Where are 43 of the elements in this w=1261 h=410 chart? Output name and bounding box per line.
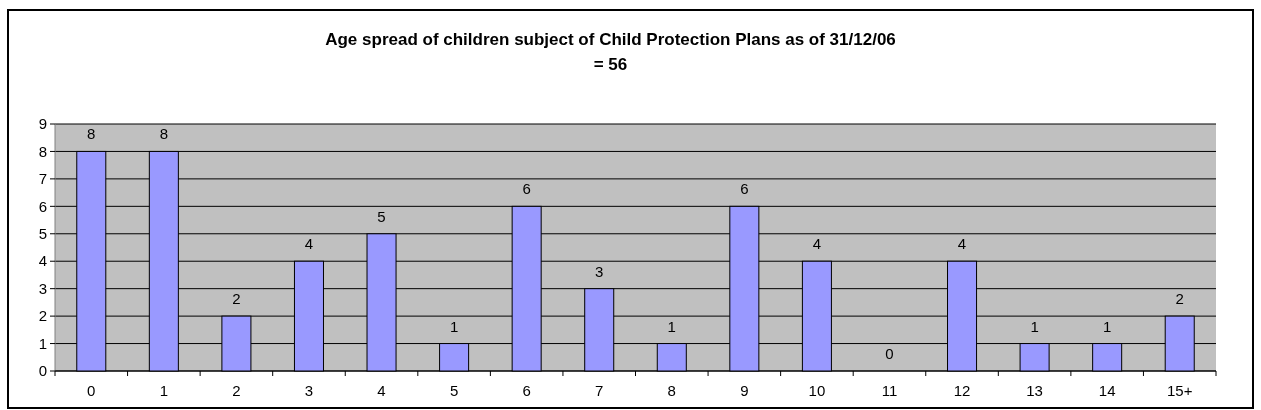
y-tick-label: 6: [38, 197, 47, 215]
x-tick-label: 1: [159, 382, 169, 399]
data-label: 4: [957, 235, 967, 253]
x-tick-label: 13: [1026, 382, 1043, 399]
x-tick-label: 5: [449, 382, 459, 399]
y-tick-label: 9: [38, 115, 47, 133]
y-tick-label: 8: [38, 142, 47, 160]
data-label: 4: [304, 235, 314, 253]
data-label: 1: [1030, 317, 1039, 335]
data-label: 4: [812, 235, 822, 253]
chart-title: Age spread of children subject of Child Protection Plans as of 31/12/06 = 56: [325, 30, 896, 74]
x-tick-label: 2: [232, 382, 241, 399]
x-tick-label: 9: [740, 382, 749, 399]
data-label: 1: [449, 317, 459, 335]
data-label: 1: [667, 317, 676, 335]
x-tick-label: 4: [377, 382, 386, 399]
data-label: 8: [87, 125, 96, 143]
data-label: 2: [232, 290, 241, 308]
data-label: 0: [885, 345, 894, 362]
data-label: 3: [595, 262, 604, 280]
data-label: 2: [1175, 290, 1184, 308]
data-label: 1: [1102, 317, 1112, 335]
x-tick-label: 14: [1098, 382, 1116, 399]
x-tick-label: 12: [953, 382, 971, 399]
y-tick-label: 4: [38, 252, 47, 270]
data-label: 6: [740, 180, 749, 198]
data-label: 5: [377, 207, 386, 225]
y-tick-label: 0: [38, 362, 47, 380]
y-tick-label: 2: [38, 307, 47, 325]
data-label: 8: [159, 125, 169, 143]
x-tick-label: 8: [667, 382, 676, 399]
x-tick-label: 0: [87, 382, 96, 399]
y-tick-label: 3: [38, 279, 47, 297]
y-tick-label: 7: [38, 170, 47, 188]
data-label: 6: [522, 180, 531, 198]
x-tick-label: 15+: [1166, 382, 1193, 399]
x-tick-label: 11: [881, 382, 898, 399]
x-tick-label: 3: [304, 382, 314, 399]
y-tick-label: 5: [38, 225, 47, 243]
x-tick-label: 6: [522, 382, 531, 399]
y-tick-label: 1: [38, 334, 47, 352]
x-tick-label: 10: [808, 382, 826, 399]
x-tick-label: 7: [595, 382, 604, 399]
